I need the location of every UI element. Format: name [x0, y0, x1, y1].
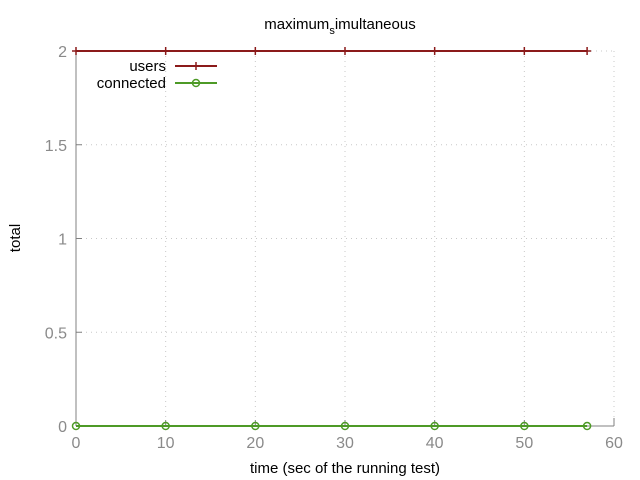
x-axis-label: time (sec of the running test)	[250, 460, 440, 477]
data-point-users	[583, 47, 592, 55]
x-tick-label: 40	[426, 435, 444, 452]
legend: users connected	[97, 58, 217, 92]
data-point-connected	[340, 421, 350, 431]
x-tick-label: 20	[246, 435, 264, 452]
series-connected	[71, 421, 592, 431]
chart-title: maximumsimultaneous	[264, 16, 415, 37]
data-point-users	[161, 47, 170, 55]
series	[71, 47, 592, 431]
data-point-connected	[430, 421, 439, 431]
y-tick-label: 0	[58, 419, 67, 436]
y-tick-label: 0.5	[45, 325, 67, 342]
data-point-users	[520, 47, 529, 55]
data-point-users	[341, 47, 349, 55]
legend-label-connected: connected	[97, 75, 166, 92]
y-axis-label: total	[7, 224, 24, 252]
legend-marker-connected	[191, 78, 201, 88]
data-point-users	[72, 47, 80, 55]
series-users	[72, 47, 592, 55]
data-point-connected	[71, 421, 81, 431]
x-tick-label: 30	[336, 435, 354, 452]
data-point-connected	[520, 421, 529, 431]
grid	[76, 50, 615, 426]
x-tick-label: 0	[72, 435, 81, 452]
x-tick-label: 60	[605, 435, 623, 452]
data-point-users	[251, 47, 260, 55]
x-tick-label: 10	[157, 435, 175, 452]
y-tick-label: 1.5	[45, 138, 67, 155]
data-point-connected	[161, 421, 170, 431]
y-tick-label: 2	[58, 44, 67, 61]
data-point-users	[430, 47, 439, 55]
x-tick-label: 50	[515, 435, 533, 452]
legend-marker-users	[192, 62, 200, 70]
tick-labels: 0 10 20 30 40 50 60 0 0.5 1 1.5 2	[45, 44, 623, 452]
data-point-connected	[582, 421, 592, 431]
y-tick-label: 1	[58, 232, 67, 249]
data-point-connected	[251, 421, 260, 431]
legend-label-users: users	[129, 58, 166, 75]
